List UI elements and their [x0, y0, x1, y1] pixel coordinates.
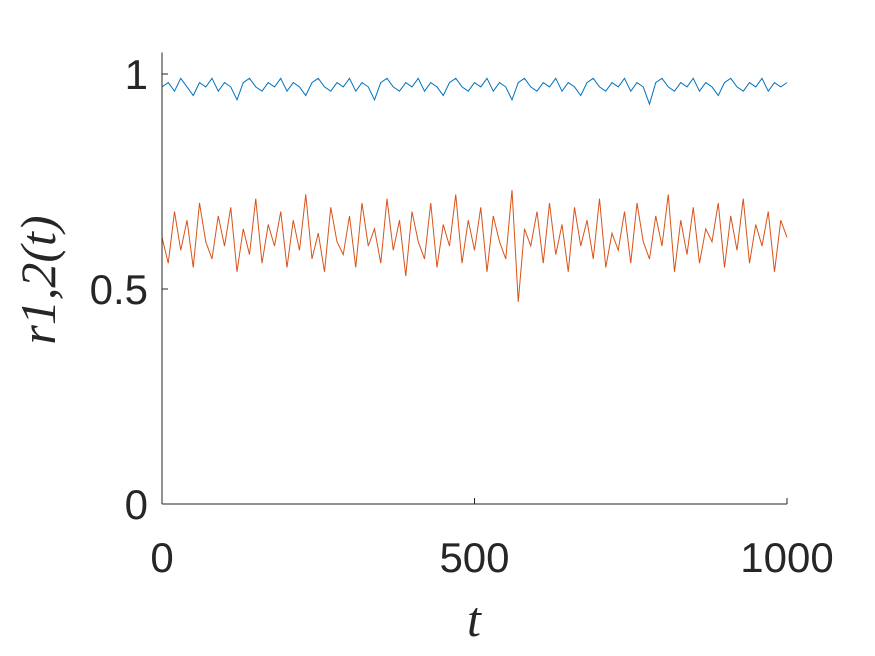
data-line [161, 77, 788, 106]
x-tick-label: 1000 [740, 534, 833, 581]
y-axis-label: r1,2(t) [10, 215, 66, 344]
y-tick-label: 0.5 [90, 266, 148, 313]
y-tick-label: 1 [125, 51, 148, 98]
y-tick-label: 0 [125, 481, 148, 528]
x-axis-label: t [467, 591, 482, 647]
data-line [161, 190, 788, 302]
x-tick-label: 0 [150, 534, 173, 581]
x-tick-label: 500 [439, 534, 509, 581]
